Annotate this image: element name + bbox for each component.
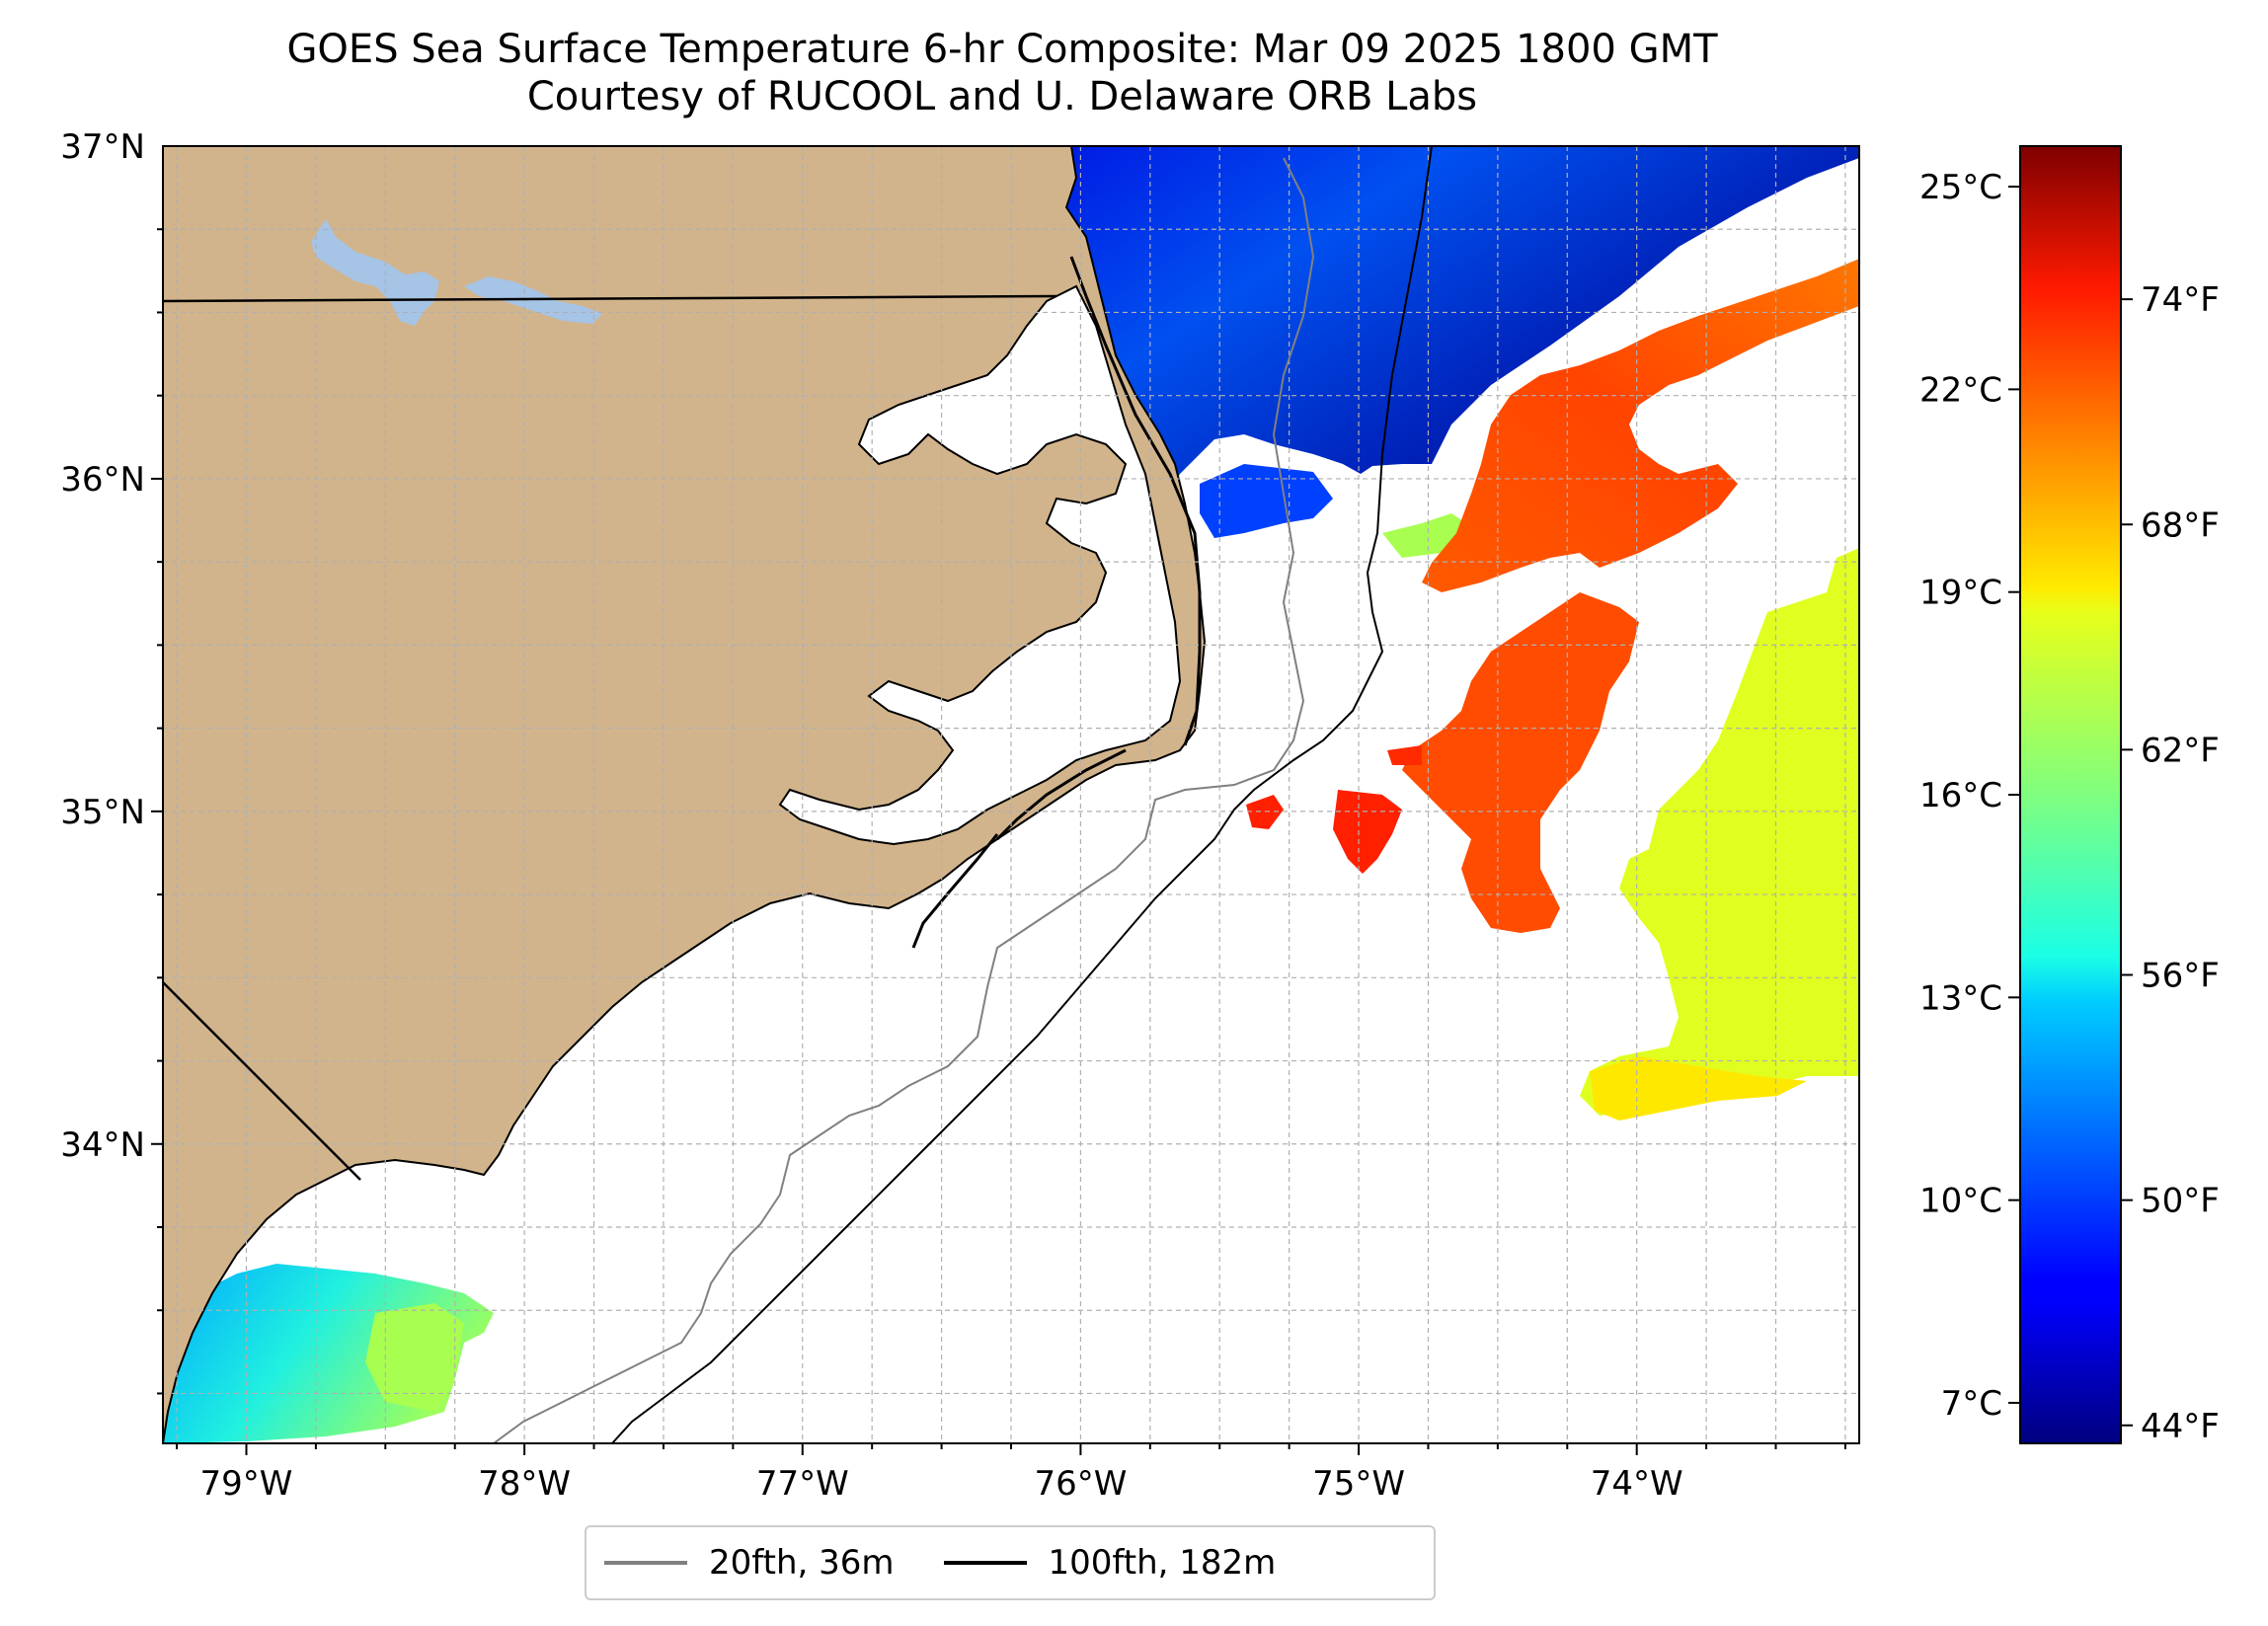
core-banks-barrier xyxy=(995,748,1127,841)
celsius-tick-label: 25°C xyxy=(1919,168,2002,207)
colorbar-bar xyxy=(2019,145,2122,1444)
celsius-tick-label: 19°C xyxy=(1919,574,2002,613)
fahrenheit-tick-label: 68°F xyxy=(2141,505,2220,545)
sst-red-fragment-3 xyxy=(1387,745,1422,765)
lon-tick-label: 79°W xyxy=(200,1464,293,1504)
lat-tick-label: 37°N xyxy=(60,127,145,167)
land-north-carolina-virginia xyxy=(163,146,1207,1443)
legend-item-100fth: 100fth, 182m xyxy=(943,1543,1277,1583)
sst-blue-nearshore xyxy=(1200,464,1333,538)
fahrenheit-tick-label: 44°F xyxy=(2141,1407,2220,1446)
outer-banks-barrier xyxy=(1069,256,1202,746)
fahrenheit-tick-label: 50°F xyxy=(2141,1182,2220,1221)
lower-banks-barrier xyxy=(911,833,999,949)
graticule-grid xyxy=(163,146,1859,1443)
lat-tick-label: 36°N xyxy=(60,460,145,500)
legend-line-20fth xyxy=(604,1561,687,1565)
celsius-tick-label: 16°C xyxy=(1919,776,2002,815)
lon-tick-label: 77°W xyxy=(756,1464,849,1504)
title-line-2: Courtesy of RUCOOL and U. Delaware ORB L… xyxy=(526,74,1478,119)
sst-gulf-stream-north xyxy=(1422,259,1859,592)
contour-20fth xyxy=(493,157,1315,1443)
celsius-tick-label: 22°C xyxy=(1919,370,2002,410)
map-axis-ticks: 79°W 78°W 77°W 76°W 75°W 74°W 34°N 35°N 36°N 37°N xyxy=(60,127,1846,1504)
sst-yellow-south-edge xyxy=(1590,1056,1807,1121)
sst-red-fragment-2 xyxy=(1246,795,1284,829)
celsius-tick-label: 13°C xyxy=(1919,978,2002,1018)
lat-tick-label: 34°N xyxy=(60,1125,145,1165)
lat-tick-label: 35°N xyxy=(60,793,145,832)
sst-yellow-warm-pool xyxy=(1580,548,1859,1116)
legend-label-100fth: 100fth, 182m xyxy=(1048,1543,1277,1583)
pamlico-albemarle-sounds xyxy=(778,284,1182,846)
title-line-1: GOES Sea Surface Temperature 6-hr Compos… xyxy=(286,27,1718,72)
colorbar-ticks: 7°C 10°C 13°C 16°C 19°C 22°C 25°C 44°F 50°F 56°F 6… xyxy=(1919,168,2220,1446)
map-layers xyxy=(163,146,1859,1443)
sst-light-green-south xyxy=(365,1303,464,1412)
fahrenheit-tick-label: 74°F xyxy=(2141,280,2220,320)
state-boundary-nc-sc xyxy=(163,981,361,1181)
celsius-tick-label: 7°C xyxy=(1941,1384,2002,1424)
fahrenheit-tick-label: 56°F xyxy=(2141,957,2220,996)
state-boundary-va-nc xyxy=(163,294,1057,303)
contour-legend: 20fth, 36m 100fth, 182m xyxy=(585,1525,1436,1600)
legend-line-100fth xyxy=(943,1561,1027,1565)
sst-gulf-stream-south xyxy=(1402,592,1639,933)
map-title: GOES Sea Surface Temperature 6-hr Compos… xyxy=(0,26,2004,120)
fahrenheit-tick-label: 62°F xyxy=(2141,731,2220,770)
contour-100fth xyxy=(611,146,1433,1443)
lon-tick-label: 75°W xyxy=(1312,1464,1405,1504)
legend-item-20fth: 20fth, 36m xyxy=(604,1543,895,1583)
lon-tick-label: 76°W xyxy=(1034,1464,1127,1504)
sst-cold-north-patch xyxy=(978,146,1859,494)
lon-tick-label: 74°W xyxy=(1591,1464,1683,1504)
legend-label-20fth: 20fth, 36m xyxy=(709,1543,895,1583)
celsius-tick-label: 10°C xyxy=(1919,1182,2002,1221)
lon-tick-label: 78°W xyxy=(478,1464,571,1504)
